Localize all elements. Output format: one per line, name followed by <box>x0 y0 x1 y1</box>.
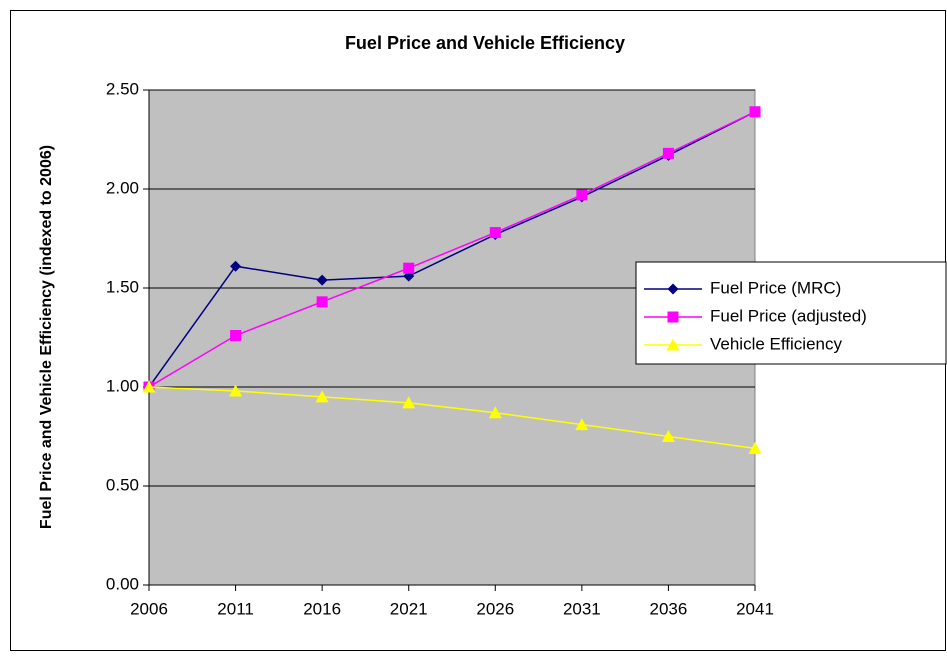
legend-marker <box>667 283 679 295</box>
marker <box>576 189 588 201</box>
marker <box>403 262 415 274</box>
chart-title: Fuel Price and Vehicle Efficiency <box>345 33 625 53</box>
y-tick-label: 0.50 <box>106 475 139 494</box>
legend-label: Fuel Price (adjusted) <box>710 306 867 325</box>
legend-marker <box>667 311 679 323</box>
series-line <box>148 111 756 388</box>
x-tick-label: 2036 <box>650 599 688 618</box>
y-tick-label: 0.00 <box>106 574 139 593</box>
marker <box>748 441 762 454</box>
x-tick-label: 2041 <box>736 599 774 618</box>
x-tick-label: 2026 <box>476 599 514 618</box>
series-line <box>148 386 756 450</box>
marker <box>575 418 589 431</box>
x-tick-label: 2021 <box>390 599 428 618</box>
legend-label: Fuel Price (MRC) <box>710 278 841 297</box>
marker <box>488 406 502 419</box>
y-tick-label: 1.00 <box>106 376 139 395</box>
x-tick-label: 2016 <box>303 599 341 618</box>
legend-label: Vehicle Efficiency <box>710 334 842 353</box>
x-tick-label: 2006 <box>130 599 168 618</box>
marker <box>402 396 416 409</box>
marker <box>661 430 675 442</box>
y-tick-label: 2.50 <box>106 79 139 98</box>
series-line <box>148 111 756 388</box>
marker <box>316 296 328 308</box>
legend <box>635 261 947 365</box>
x-tick-label: 2011 <box>217 599 254 618</box>
marker <box>316 274 328 286</box>
marker <box>142 380 156 393</box>
marker <box>230 260 242 272</box>
marker <box>315 390 329 403</box>
marker <box>662 147 674 159</box>
marker <box>489 227 501 239</box>
legend-marker <box>666 338 680 351</box>
marker <box>229 384 243 397</box>
marker <box>230 330 242 342</box>
marker <box>749 106 761 118</box>
x-tick-label: 2031 <box>563 599 601 618</box>
y-tick-label: 1.50 <box>106 277 139 296</box>
y-tick-label: 2.00 <box>106 178 139 197</box>
y-axis-label: Fuel Price and Vehicle Efficiency (index… <box>38 145 55 529</box>
